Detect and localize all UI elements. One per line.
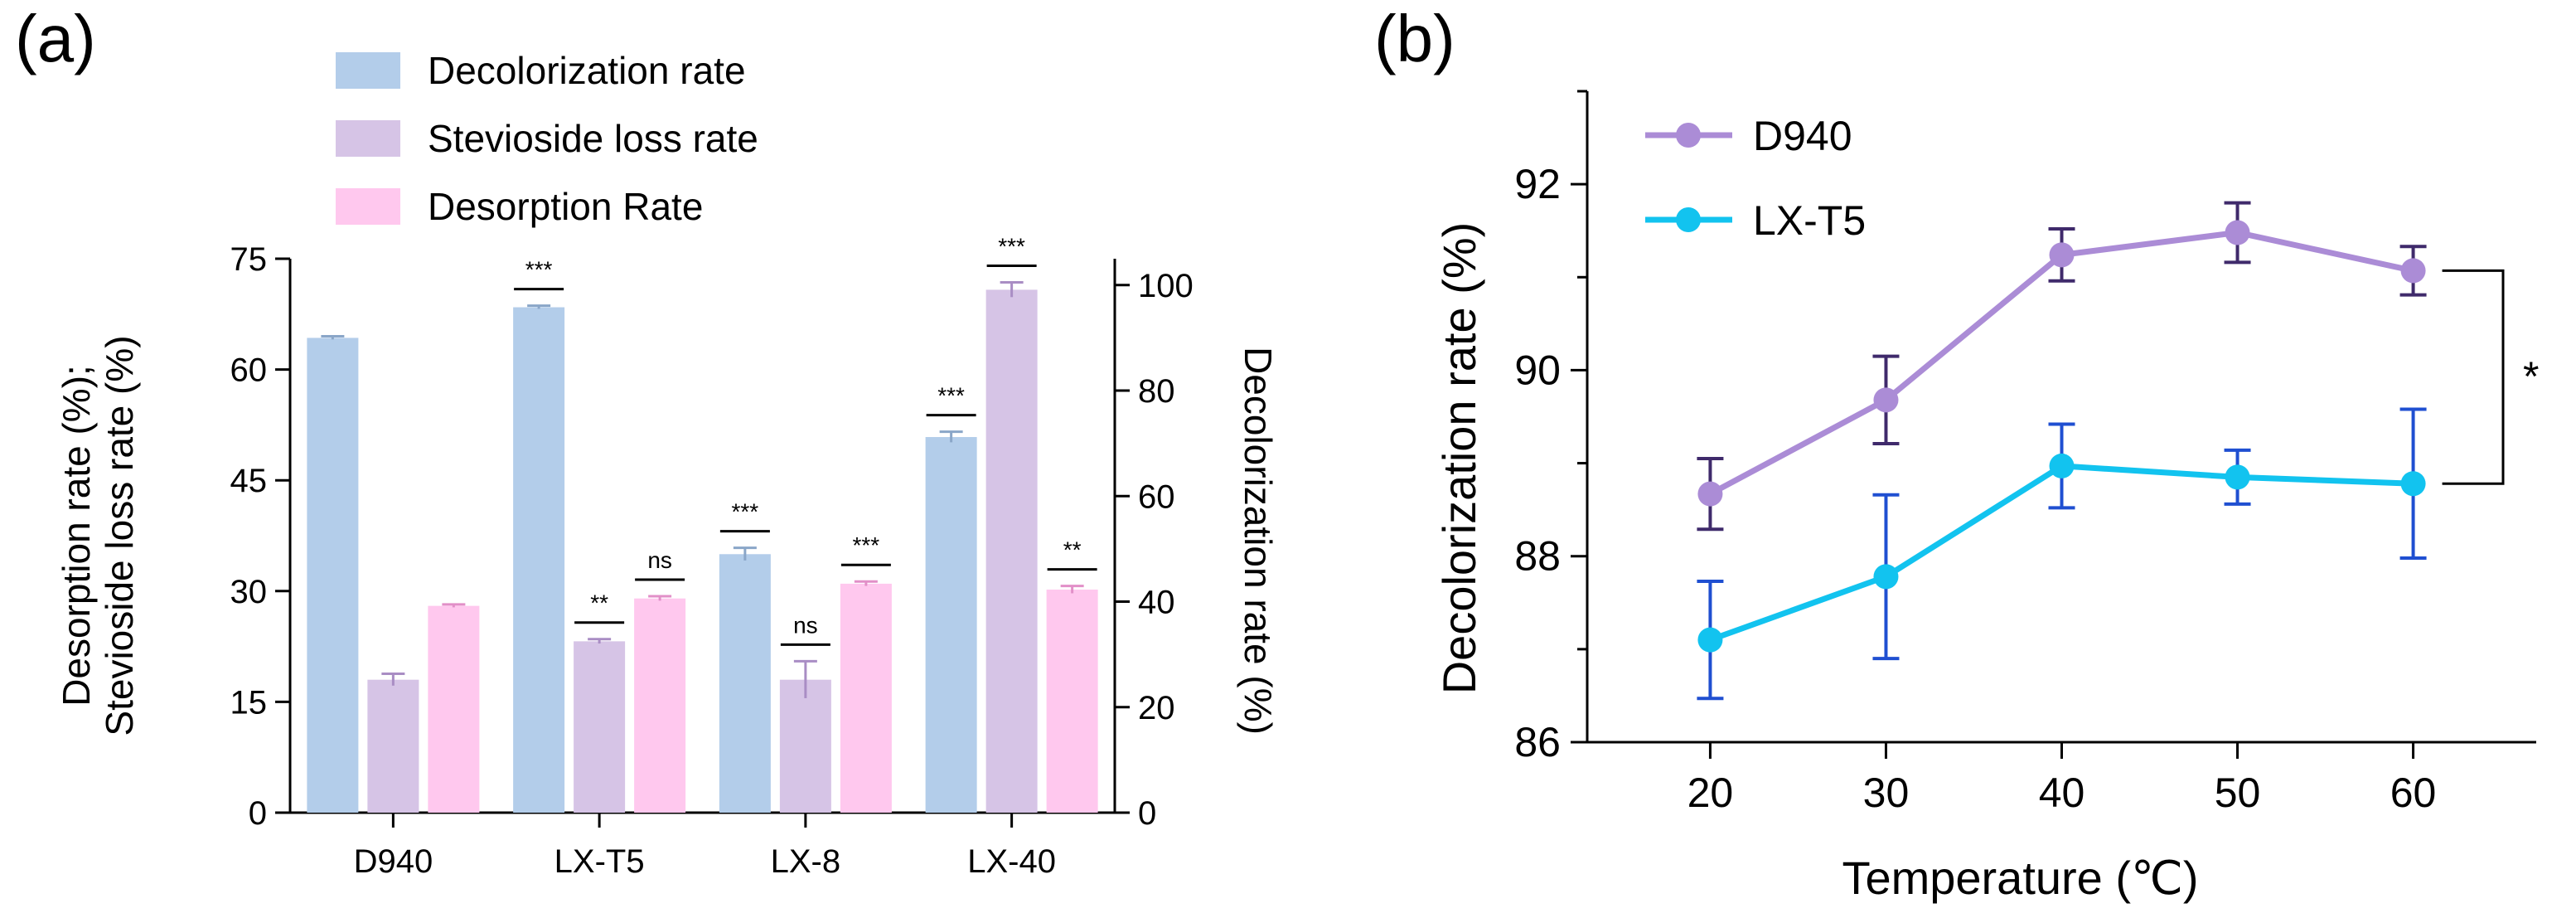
legend-label: Desorption Rate: [428, 185, 703, 228]
bar: [779, 679, 831, 813]
bar-chart-a: 0 15 30 45 60 75 0 20 40 60 80 100 Desorption rate (…: [55, 49, 1280, 880]
right-tick-label: 40: [1138, 585, 1175, 621]
bar: [307, 338, 359, 813]
line-chart-b: 86 88 90 92 20 30 40 50 60 Temperature (℃) Decolor…: [1433, 90, 2539, 904]
x-tick-label: 30: [1863, 770, 1910, 816]
x-tick-label: LX-40: [967, 843, 1056, 880]
x-tick-label: LX-T5: [554, 843, 645, 880]
bar: [367, 679, 419, 813]
significance-label: **: [1063, 537, 1082, 563]
bar: [428, 605, 480, 813]
x-tick-label: 50: [2215, 770, 2261, 816]
right-axis-title: Decolorization rate (%): [1237, 347, 1280, 735]
legend-label: Stevioside loss rate: [428, 117, 758, 160]
bar: [513, 307, 565, 813]
right-tick-label: 60: [1138, 478, 1175, 515]
right-tick-label: 20: [1138, 690, 1175, 726]
right-tick-label: 100: [1138, 268, 1194, 304]
significance-label: ***: [732, 499, 759, 525]
legend-marker: [1676, 123, 1701, 148]
left-axis-title-line: Desorption rate (%);: [55, 365, 98, 707]
right-tick-label: 0: [1138, 795, 1156, 832]
left-tick-label: 60: [230, 352, 268, 389]
legend-label: LX-T5: [1753, 197, 1866, 244]
legend-label: D940: [1753, 113, 1852, 159]
left-axis-title-line: Stevioside loss rate (%): [98, 335, 141, 736]
data-point: [2225, 220, 2250, 245]
legend-swatch: [336, 188, 400, 225]
data-point: [2049, 242, 2075, 268]
data-point: [2400, 258, 2426, 284]
significance-label: ***: [853, 532, 880, 558]
significance-star: *: [2523, 353, 2539, 400]
data-point: [2400, 471, 2426, 497]
right-tick-label: 80: [1138, 373, 1175, 410]
significance-label: ***: [998, 234, 1025, 260]
data-point: [1697, 481, 1723, 507]
y-tick-label: 88: [1514, 533, 1561, 580]
legend-swatch: [336, 120, 400, 157]
x-tick-label: LX-8: [771, 843, 841, 880]
bar: [634, 598, 686, 813]
bar: [985, 289, 1038, 813]
left-axis-title: Desorption rate (%);Stevioside loss rate…: [55, 335, 141, 736]
x-tick-label: 20: [1687, 770, 1734, 816]
x-axis-title: Temperature (℃): [1842, 852, 2198, 904]
left-tick-label: 75: [230, 241, 268, 278]
legend-label: Decolorization rate: [428, 49, 746, 92]
bar: [1046, 590, 1098, 813]
significance-label: **: [590, 590, 608, 616]
significance-label: ***: [937, 383, 965, 409]
x-tick-label: 40: [2039, 770, 2085, 816]
left-tick-label: 30: [230, 574, 268, 610]
y-tick-label: 92: [1514, 161, 1561, 207]
y-tick-label: 86: [1514, 719, 1561, 765]
panel-b-label: (b): [1374, 2, 1455, 75]
bar: [925, 437, 977, 813]
significance-label: ns: [647, 547, 672, 573]
left-tick-label: 45: [230, 463, 268, 499]
left-tick-label: 0: [249, 795, 267, 832]
x-tick-label: D940: [354, 843, 433, 880]
panel-a-label: (a): [15, 2, 96, 75]
data-point: [2049, 453, 2075, 478]
data-point: [1697, 627, 1723, 653]
y-axis-title: Decolorization rate (%): [1433, 222, 1485, 695]
left-tick-label: 15: [230, 684, 268, 721]
data-point: [1873, 387, 1899, 413]
bar: [719, 554, 771, 813]
bar: [574, 641, 626, 813]
legend-marker: [1676, 207, 1701, 232]
significance-bracket: [2442, 269, 2505, 485]
x-tick-label: 60: [2390, 770, 2437, 816]
bar: [840, 583, 892, 813]
legend-swatch: [336, 52, 400, 89]
data-point: [2225, 464, 2250, 490]
data-point: [1873, 564, 1899, 590]
significance-label: ***: [525, 257, 553, 283]
y-tick-label: 90: [1514, 347, 1561, 393]
significance-label: ns: [793, 612, 818, 638]
